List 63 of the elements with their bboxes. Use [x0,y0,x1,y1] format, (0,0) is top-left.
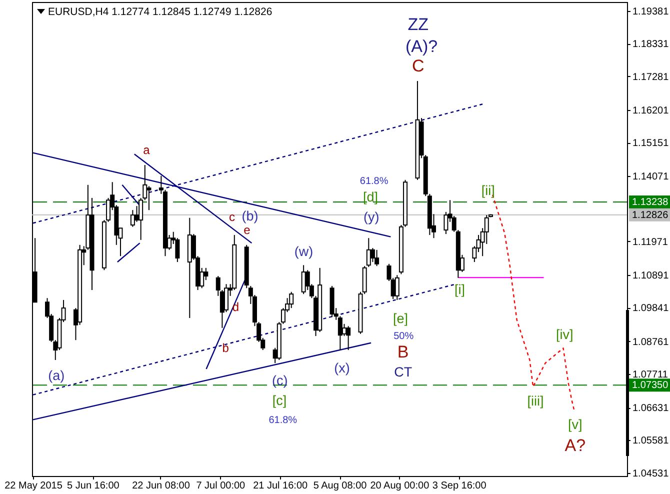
annotation: (A)? [405,36,438,56]
annotation: b [222,341,230,356]
annotation: [d] [363,190,378,205]
y-tick-label: 1.11971 [632,236,668,248]
annotation: (a) [48,368,65,383]
x-tick-label: 21 Jul 16:00 [253,480,308,492]
annotation: A? [564,436,586,456]
annotation: (c) [272,373,288,388]
candlestick [366,238,371,268]
candlestick [346,326,351,351]
x-tick-label: 7 Jul 00:00 [196,480,246,492]
y-tick-label: 1.15151 [632,138,670,150]
x-tick-label: 20 Aug 00:00 [370,480,430,492]
annotation: (y) [363,210,380,225]
x-tick-label: 5 Aug 08:00 [313,480,368,492]
annotation: (w) [294,244,314,259]
annotation: [ii] [481,182,495,198]
annotation: [e] [393,311,408,326]
candlestick [301,264,306,295]
x-tick-label: 22 May 2015 [4,480,63,492]
candlestick [394,274,400,300]
y-tick-label: 1.07711 [632,369,668,380]
ref-line-label: 1.12826 [632,210,669,221]
candlestick [289,291,294,309]
annotation: a [143,143,150,158]
y-tick-label: 1.17281 [632,72,670,83]
ref-line-label: 1.07350 [632,380,669,392]
y-tick-label: 1.06631 [632,403,670,414]
annotation: 50% [394,331,414,342]
annotation: (b) [242,208,258,224]
y-tick-label: 1.16201 [632,105,670,116]
annotation: B [397,342,409,362]
annotation: C [412,56,424,76]
annotation: [v] [568,416,582,432]
x-tick-label: 3 Sep 16:00 [432,480,487,492]
annotation: [c] [272,393,287,408]
annotation: 61.8% [360,176,388,187]
y-tick-label: 1.05581 [632,436,670,447]
x-tick-label: 5 Jun 16:00 [67,480,120,492]
y-tick-label: 1.18331 [632,39,670,50]
y-tick-label: 1.14071 [632,172,670,183]
annotation: ZZ [408,15,429,34]
candlestick [374,249,380,267]
candlestick [130,210,135,228]
annotation: [i] [454,282,465,298]
y-tick-label: 1.08761 [632,336,670,348]
ref-line-label: 1.13238 [632,197,669,208]
annotation: [iii] [527,394,544,409]
annotation: 61.8% [268,415,298,426]
annotation: e [244,222,251,237]
annotation: CT [394,364,412,380]
y-tick-label: 1.04531 [632,468,670,480]
y-tick-label: 1.09841 [632,303,670,314]
candlestick [370,248,375,263]
chart-title: EURUSD,H4 1.12774 1.12845 1.12749 1.12826 [48,6,272,18]
annotation: (x) [334,360,350,376]
y-tick-label: 1.19381 [632,6,670,18]
candlestick [146,186,152,211]
y-tick-label: 1.10891 [632,270,670,282]
annotation: d [232,300,240,314]
annotation: c [229,210,236,224]
x-tick-label: 22 Jun 08:00 [132,480,190,492]
annotation: [iv] [556,327,574,342]
